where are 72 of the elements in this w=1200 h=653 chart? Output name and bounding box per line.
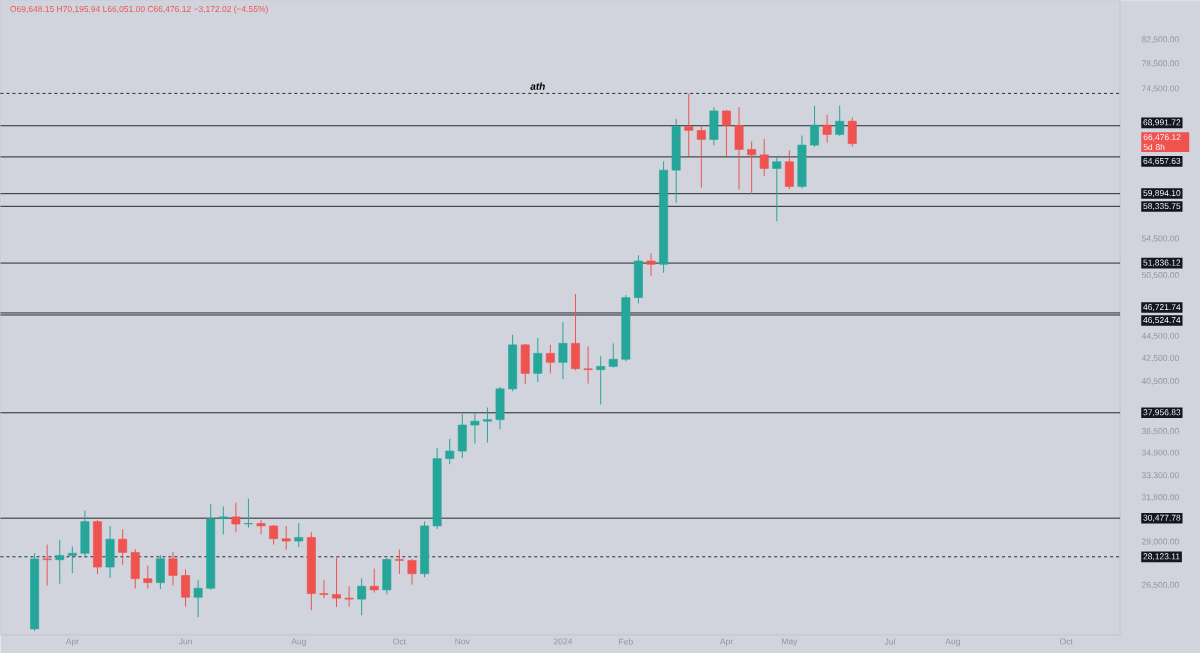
candlestick: [483, 407, 492, 444]
candlestick: [67, 545, 77, 574]
candlestick: [369, 568, 379, 594]
ref-line-label: 64,657.63: [1143, 157, 1181, 165]
candlestick: [583, 345, 593, 385]
x-tick-label: Oct: [1059, 638, 1073, 645]
ref-line-label: 46,721.74: [1143, 304, 1181, 312]
candlestick: [281, 525, 291, 551]
candlestick: [847, 116, 857, 148]
candlestick: [407, 558, 417, 586]
annotation: O69,648.15 H70,195.94 L66,051.00 C66,476.12 −3,172.02 (−4.55%): [10, 5, 268, 14]
candlestick: [332, 557, 341, 608]
candlestick: [747, 140, 757, 195]
candlestick: [319, 579, 329, 599]
candlestick: [231, 502, 241, 533]
candlestick: [118, 528, 128, 566]
ref-line-label: 51,836.12: [1143, 259, 1181, 267]
x-tick-label: Aug: [291, 638, 306, 647]
ref-line-label: 46,524.74: [1143, 317, 1181, 325]
candlestick: [357, 577, 367, 616]
candlestick: [608, 342, 618, 369]
y-tick-label: 40,500.00: [1141, 378, 1179, 386]
candlestick: [294, 522, 304, 548]
candlestick: [218, 505, 228, 535]
candlestick: [722, 109, 731, 157]
candlestick: [810, 105, 819, 148]
candlestick: [759, 138, 769, 177]
candlestick: [168, 551, 178, 587]
y-tick-label: 42,500.00: [1141, 354, 1179, 362]
text: 5d 8h: [1143, 143, 1165, 151]
y-tick-label: 44,500.00: [1141, 332, 1179, 340]
candlestick: [155, 554, 165, 590]
candlestick: [256, 519, 266, 535]
candlestick: [143, 565, 153, 590]
candlestick: [646, 252, 656, 277]
candlestick: [822, 114, 832, 144]
y-tick-label: 34,900.00: [1141, 449, 1179, 457]
ref-line-label: 37,956.83: [1143, 409, 1181, 417]
candlestick: [596, 355, 606, 405]
ref-line-label: 59,894.10: [1143, 190, 1181, 198]
candlestick: [772, 156, 782, 222]
candlestick: [696, 125, 706, 189]
x-tick-label: Jun: [178, 638, 192, 645]
ref-line-label: 68,991.72: [1143, 119, 1181, 127]
candlestick: [42, 544, 52, 587]
candlestick: [545, 344, 555, 374]
y-tick-label: 26,500.00: [1141, 581, 1179, 589]
annotation: ath: [530, 82, 545, 90]
ref-line-label: 58,335.75: [1143, 203, 1181, 211]
candlestick: [558, 321, 568, 380]
candlestick: [835, 105, 845, 137]
x-tick-label: 2024: [553, 638, 573, 645]
ref-line-label: 30,477.78: [1143, 514, 1181, 522]
candlestick: [55, 539, 65, 585]
candlestick: [181, 568, 190, 608]
x-tick-label: Apr: [65, 638, 79, 647]
x-tick-label: Jul: [884, 638, 895, 645]
x-tick-label: Nov: [455, 638, 470, 645]
y-tick-label: 74,500.00: [1142, 85, 1179, 93]
candlestick: [470, 412, 480, 445]
candlestick: [344, 585, 354, 608]
y-tick-label: 54,500.00: [1141, 235, 1179, 243]
x-tick-label: Oct: [393, 638, 406, 645]
ref-line-label: 28,123.11: [1143, 553, 1180, 561]
x-tick-label: Feb: [619, 638, 633, 645]
candlestick: [533, 337, 543, 383]
candlestick: [394, 549, 404, 575]
candlestick: [244, 498, 253, 529]
text: 66,476.12: [1143, 134, 1181, 142]
candlestick: [193, 579, 203, 618]
candlestick: [684, 93, 694, 157]
candlestick: [445, 438, 455, 465]
